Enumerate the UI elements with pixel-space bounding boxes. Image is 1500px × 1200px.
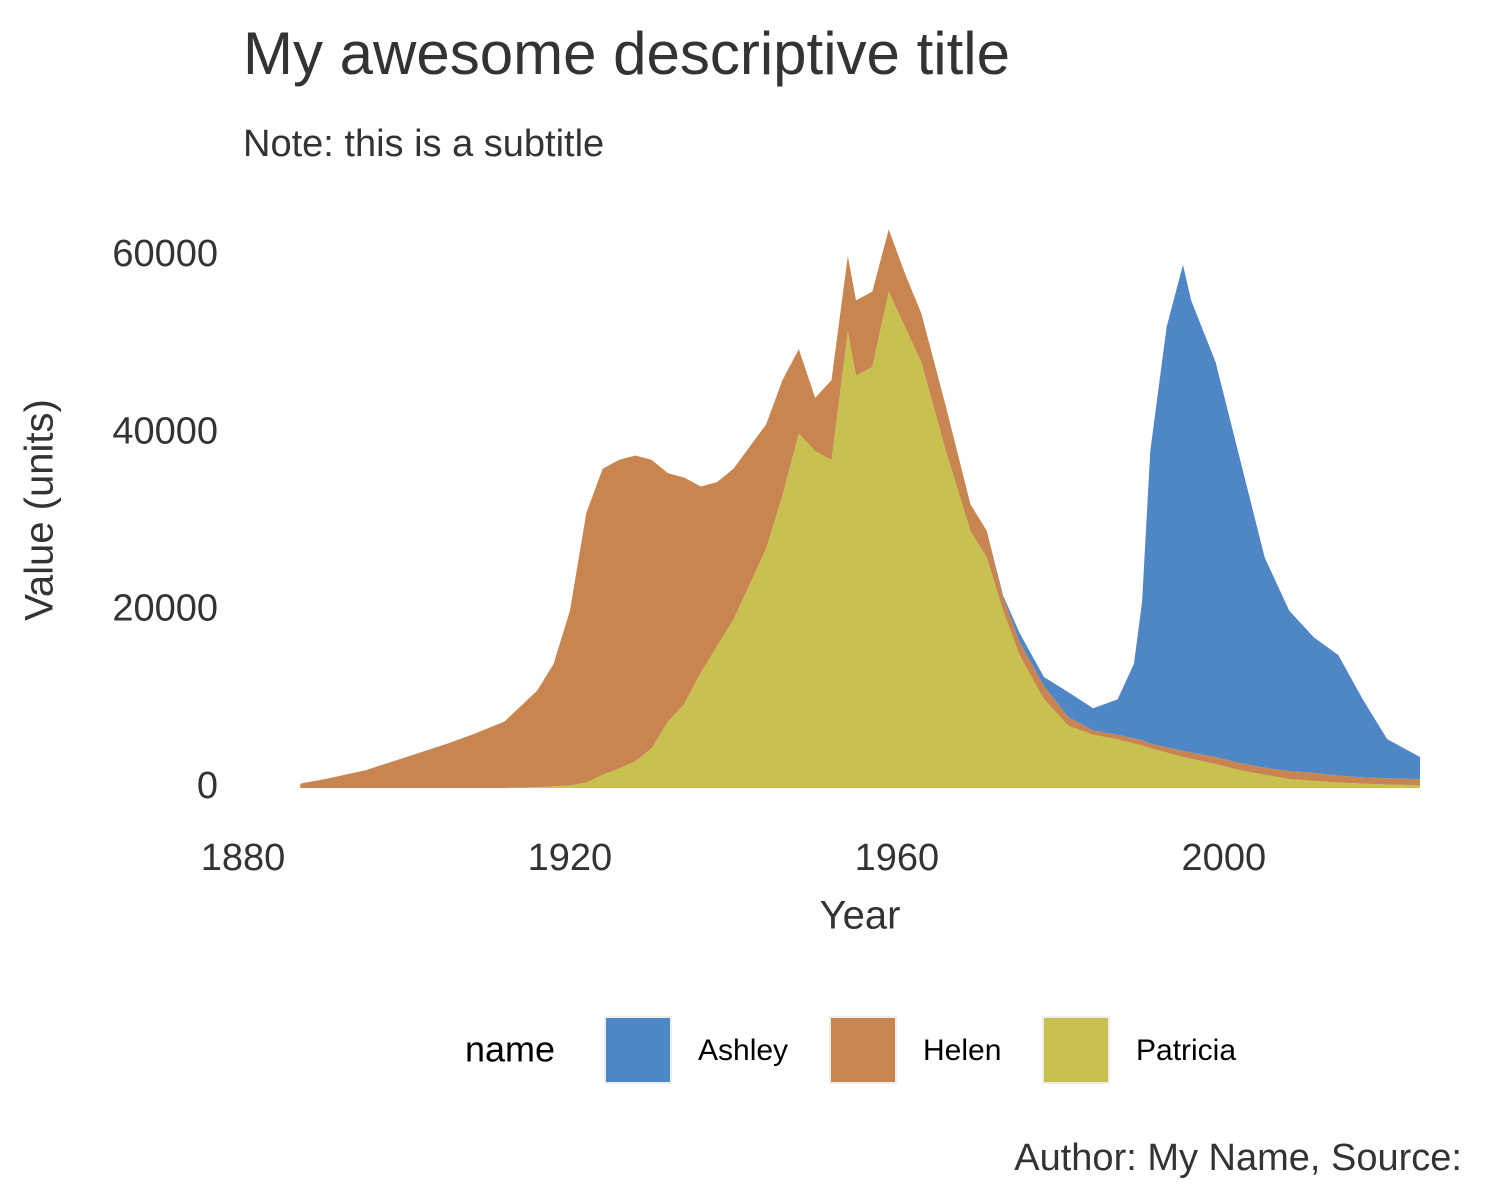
- caption: Author: My Name, Source:: [1014, 1137, 1462, 1179]
- area: [300, 229, 1420, 788]
- y-axis-title: Value (units): [18, 399, 62, 621]
- y-tick-label: 20000: [112, 588, 218, 630]
- legend-swatch: [604, 1016, 672, 1084]
- x-tick-label: 2000: [1182, 837, 1267, 879]
- x-tick-label: 1920: [528, 837, 613, 879]
- legend-title: name: [465, 1029, 555, 1070]
- y-tick-label: 0: [197, 765, 218, 807]
- legend-label: Patricia: [1136, 1034, 1236, 1067]
- area: [300, 291, 1420, 788]
- legend-swatch: [829, 1016, 897, 1084]
- chart-title: My awesome descriptive title: [243, 20, 1010, 87]
- x-axis-title: Year: [820, 894, 901, 938]
- x-tick-label: 1960: [855, 837, 940, 879]
- legend-label: Helen: [923, 1034, 1001, 1067]
- y-tick-label: 60000: [112, 233, 218, 275]
- legend-swatch: [1042, 1016, 1110, 1084]
- chart-subtitle: Note: this is a subtitle: [243, 123, 604, 165]
- x-tick-label: 1880: [201, 837, 286, 879]
- area: [300, 229, 1420, 784]
- legend-label: Ashley: [698, 1034, 788, 1067]
- y-tick-label: 40000: [112, 410, 218, 452]
